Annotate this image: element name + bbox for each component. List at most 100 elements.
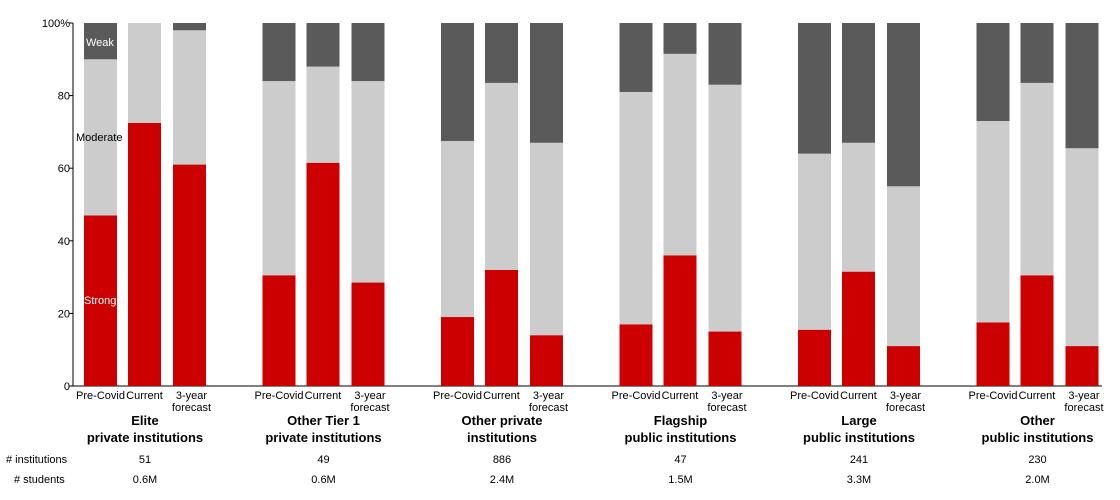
bar-segment-strong bbox=[798, 329, 831, 386]
bar-segment-moderate bbox=[619, 91, 653, 325]
group-title-line1: Elite bbox=[131, 413, 158, 428]
bar-segment-weak bbox=[1065, 23, 1099, 149]
bar-segment-moderate bbox=[84, 59, 117, 216]
group-title-line2: public institutions bbox=[625, 430, 737, 445]
group-title-line2: institutions bbox=[467, 430, 537, 445]
bar-segment-strong bbox=[1020, 275, 1054, 386]
inline-label-strong: Strong bbox=[84, 295, 116, 307]
bar-label: Current bbox=[840, 390, 877, 402]
x-labels: Pre-Covid Current 3-yearforecastElitepriva… bbox=[76, 390, 1104, 445]
bar-label: Current bbox=[662, 390, 699, 402]
bar-segment-moderate bbox=[887, 186, 920, 347]
bar-label: Pre-Covid bbox=[255, 390, 304, 402]
bar-segment-moderate bbox=[663, 53, 697, 256]
group-title-line2: private institutions bbox=[265, 430, 381, 445]
bar-segment-strong bbox=[1065, 346, 1099, 386]
bar-segment-weak bbox=[84, 23, 117, 60]
bar-segment-weak bbox=[530, 23, 563, 143]
bar-label: forecast bbox=[529, 402, 568, 414]
bar-segment-strong bbox=[887, 346, 920, 386]
bar-segment-strong bbox=[663, 255, 697, 386]
bar-label: forecast bbox=[172, 402, 211, 414]
bar-segment-moderate bbox=[351, 81, 385, 283]
y-tick-label: 100% bbox=[42, 18, 70, 30]
bar-segment-weak bbox=[798, 23, 831, 154]
y-tick-label: 20 bbox=[58, 308, 70, 320]
bar-label: Current bbox=[305, 390, 342, 402]
bar-segment-moderate bbox=[262, 81, 296, 276]
bar-segment-weak bbox=[306, 23, 340, 67]
bar-label: Current bbox=[126, 390, 163, 402]
footer-table: # institutions # students 51 0.6M 49 0.6M 88… bbox=[6, 454, 1050, 486]
bar-label: Current bbox=[483, 390, 520, 402]
institutions-count: 47 bbox=[674, 454, 686, 466]
bar-segment-moderate bbox=[976, 121, 1010, 323]
inline-label-weak: Weak bbox=[86, 37, 114, 49]
bar-segment-moderate bbox=[530, 142, 563, 336]
bar-segment-strong bbox=[306, 162, 340, 386]
students-count: 0.6M bbox=[133, 474, 157, 486]
bar-segment-moderate bbox=[306, 66, 340, 163]
bar-segment-weak bbox=[173, 23, 206, 31]
bar-segment-weak bbox=[887, 23, 920, 187]
inline-legend: Weak Moderate Strong bbox=[76, 37, 122, 307]
y-tick-label: 80 bbox=[58, 91, 70, 103]
students-count: 3.3M bbox=[847, 474, 871, 486]
institutions-count: 241 bbox=[850, 454, 868, 466]
bar-segment-moderate bbox=[128, 23, 161, 123]
bar-segment-weak bbox=[441, 23, 474, 141]
bars-layer bbox=[84, 23, 1099, 386]
bar-label: 3-year bbox=[711, 390, 743, 402]
bar-segment-weak bbox=[842, 23, 875, 143]
students-count: 2.0M bbox=[1025, 474, 1049, 486]
footer-students-label: # students bbox=[14, 474, 65, 486]
group-title-line1: Other bbox=[1020, 413, 1055, 428]
bar-segment-strong bbox=[351, 282, 385, 386]
bar-segment-strong bbox=[530, 335, 563, 386]
bar-segment-weak bbox=[976, 23, 1010, 122]
bar-label: 3-year bbox=[354, 390, 386, 402]
y-tick-label: 0 bbox=[64, 381, 70, 393]
bar-segment-strong bbox=[842, 271, 875, 386]
bar-segment-moderate bbox=[1020, 82, 1054, 276]
institutions-count: 886 bbox=[493, 454, 511, 466]
bar-segment-moderate bbox=[485, 82, 518, 270]
bar-segment-weak bbox=[619, 23, 653, 92]
bar-segment-strong bbox=[485, 269, 518, 386]
institutions-count: 51 bbox=[139, 454, 151, 466]
bar-segment-moderate bbox=[173, 30, 206, 165]
bar-segment-strong bbox=[976, 322, 1010, 386]
bar-segment-weak bbox=[262, 23, 296, 82]
bar-segment-moderate bbox=[1065, 148, 1099, 347]
bar-segment-strong bbox=[128, 122, 161, 386]
bar-label: Pre-Covid bbox=[433, 390, 482, 402]
bar-label: Pre-Covid bbox=[76, 390, 125, 402]
y-tick-label: 60 bbox=[58, 163, 70, 175]
bar-label: forecast bbox=[886, 402, 925, 414]
institutions-count: 230 bbox=[1028, 454, 1046, 466]
bar-label: Pre-Covid bbox=[969, 390, 1018, 402]
bar-segment-moderate bbox=[441, 140, 474, 318]
students-count: 2.4M bbox=[490, 474, 514, 486]
group-title-line1: Large bbox=[841, 413, 876, 428]
bar-segment-moderate bbox=[842, 142, 875, 272]
footer-institutions-label: # institutions bbox=[6, 454, 68, 466]
bar-segment-strong bbox=[619, 324, 653, 386]
bar-segment-strong bbox=[262, 275, 296, 386]
bar-label: 3-year bbox=[176, 390, 208, 402]
group-title-line2: private institutions bbox=[87, 430, 203, 445]
bar-segment-moderate bbox=[798, 153, 831, 330]
bar-segment-strong bbox=[708, 331, 742, 386]
y-axis: 0 20 40 60 80 100% bbox=[42, 18, 1102, 393]
inline-label-moderate: Moderate bbox=[76, 132, 122, 144]
bar-label: 3-year bbox=[890, 390, 922, 402]
group-title-line1: Flagship bbox=[654, 413, 708, 428]
bar-label: forecast bbox=[350, 402, 389, 414]
y-tick-label: 40 bbox=[58, 236, 70, 248]
bar-label: Current bbox=[1019, 390, 1056, 402]
bar-segment-weak bbox=[485, 23, 518, 83]
bar-segment-weak bbox=[708, 23, 742, 85]
group-title-line2: public institutions bbox=[982, 430, 1094, 445]
bar-label: 3-year bbox=[1068, 390, 1100, 402]
